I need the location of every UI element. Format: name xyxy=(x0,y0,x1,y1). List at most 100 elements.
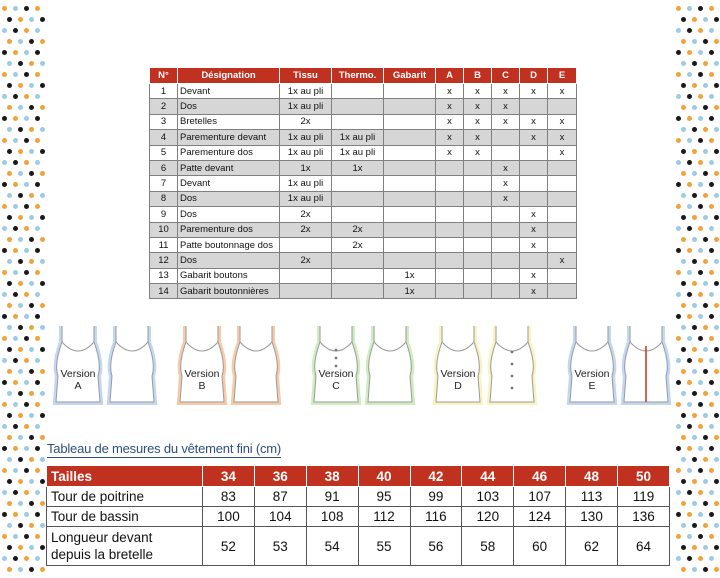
decor-dot xyxy=(714,567,719,572)
measurement-value: 87 xyxy=(253,486,307,507)
decor-dot xyxy=(714,413,719,418)
decor-dot xyxy=(692,171,697,176)
decor-dot xyxy=(676,138,681,143)
decor-dot xyxy=(692,237,697,242)
pieces-cell: Parementure dos xyxy=(177,221,280,238)
decor-dot xyxy=(681,237,686,242)
pieces-cell xyxy=(519,175,548,192)
pieces-cell: 5 xyxy=(149,144,178,161)
decor-dot xyxy=(40,391,45,396)
decor-dot xyxy=(35,94,40,99)
decor-dot xyxy=(35,116,40,121)
decor-dot xyxy=(18,105,23,110)
decor-dot xyxy=(29,435,34,440)
measurement-row-label-line: Longueur devant xyxy=(51,530,153,545)
decor-dot xyxy=(13,182,18,187)
decor-dot xyxy=(18,215,23,220)
decor-dot xyxy=(24,336,29,341)
pieces-cell: 1x au pli xyxy=(279,175,332,192)
decor-dot xyxy=(687,556,692,561)
pieces-cell xyxy=(547,159,577,177)
decor-dot xyxy=(24,314,29,319)
pieces-cell xyxy=(463,190,492,208)
decor-dot xyxy=(35,380,40,385)
pieces-cell: Devant xyxy=(177,175,280,192)
decor-dot xyxy=(7,567,12,572)
pieces-cell xyxy=(491,283,520,300)
decor-dot xyxy=(29,413,34,418)
decor-dot xyxy=(35,226,40,231)
decor-dot xyxy=(681,457,686,462)
pieces-cell: 9 xyxy=(149,206,178,223)
pieces-cell: 1x au pli xyxy=(279,190,332,208)
decor-dot xyxy=(24,50,29,55)
decor-dot xyxy=(18,479,23,484)
button-mark xyxy=(510,374,514,378)
decor-dot xyxy=(29,149,34,154)
decor-dot xyxy=(2,94,7,99)
pieces-table-row: 10 Parementure dos 2x 2x x xyxy=(149,221,577,238)
decor-dot xyxy=(698,336,703,341)
pieces-cell: 4 xyxy=(149,129,178,146)
decor-dot xyxy=(698,160,703,165)
decor-dot xyxy=(29,171,34,176)
decor-dot xyxy=(681,259,686,264)
decor-dot xyxy=(703,413,708,418)
measurement-value: 62 xyxy=(565,526,618,566)
decor-dot xyxy=(18,149,23,154)
front-view-outline xyxy=(55,326,101,403)
measurements-table-header: Tailles 34 36 38 40 42 44 46 48 50 xyxy=(46,465,670,487)
version-illustrations: Version A Version B Version C Version D Version E xyxy=(44,312,674,412)
decor-dot xyxy=(13,138,18,143)
pieces-cell: x xyxy=(435,113,464,131)
decor-dot xyxy=(687,6,692,11)
decor-dot xyxy=(692,325,697,330)
decor-dot xyxy=(2,314,7,319)
left-dot-border xyxy=(0,0,46,578)
decor-dot xyxy=(18,435,23,440)
decor-dot xyxy=(40,457,45,462)
decor-dot xyxy=(687,204,692,209)
pieces-header-cell: C xyxy=(491,67,520,84)
decor-dot xyxy=(35,512,40,517)
decor-dot xyxy=(35,292,40,297)
back-view-outline xyxy=(233,326,279,403)
decor-dot xyxy=(709,270,714,275)
decor-dot xyxy=(714,391,719,396)
decor-dot xyxy=(692,545,697,550)
pieces-cell xyxy=(331,206,384,223)
decor-dot xyxy=(703,347,708,352)
measurement-value: 83 xyxy=(202,486,255,507)
version-label-word: Version xyxy=(60,368,96,380)
decor-dot xyxy=(676,468,681,473)
back-view-outline xyxy=(109,326,155,403)
version-label-word: Version xyxy=(184,368,220,380)
version-label-word: Version xyxy=(574,368,610,380)
pieces-cell xyxy=(491,206,520,223)
measurement-value: 124 xyxy=(513,506,567,527)
measurement-value: 113 xyxy=(565,486,618,507)
decor-dot xyxy=(714,149,719,154)
decor-dot xyxy=(676,424,681,429)
front-view-outline xyxy=(569,326,615,403)
decor-dot xyxy=(24,402,29,407)
measurements-header-cell: 50 xyxy=(617,465,670,487)
decor-dot xyxy=(2,512,7,517)
decor-dot xyxy=(2,556,7,561)
decor-dot xyxy=(7,501,12,506)
decor-dot xyxy=(18,523,23,528)
pieces-cell xyxy=(331,175,384,192)
pieces-cell: 1x au pli xyxy=(279,129,332,146)
decor-dot xyxy=(7,83,12,88)
decor-dot xyxy=(35,248,40,253)
pieces-table-row: 8 Dos 1x au pli x xyxy=(149,190,577,208)
pieces-table-row: 9 Dos 2x x xyxy=(149,206,577,223)
decor-dot xyxy=(714,127,719,132)
decor-dot xyxy=(681,83,686,88)
decor-dot xyxy=(698,28,703,33)
decor-dot xyxy=(703,61,708,66)
decor-dot xyxy=(692,83,697,88)
decor-dot xyxy=(7,39,12,44)
decor-dot xyxy=(676,534,681,539)
decor-dot xyxy=(703,523,708,528)
